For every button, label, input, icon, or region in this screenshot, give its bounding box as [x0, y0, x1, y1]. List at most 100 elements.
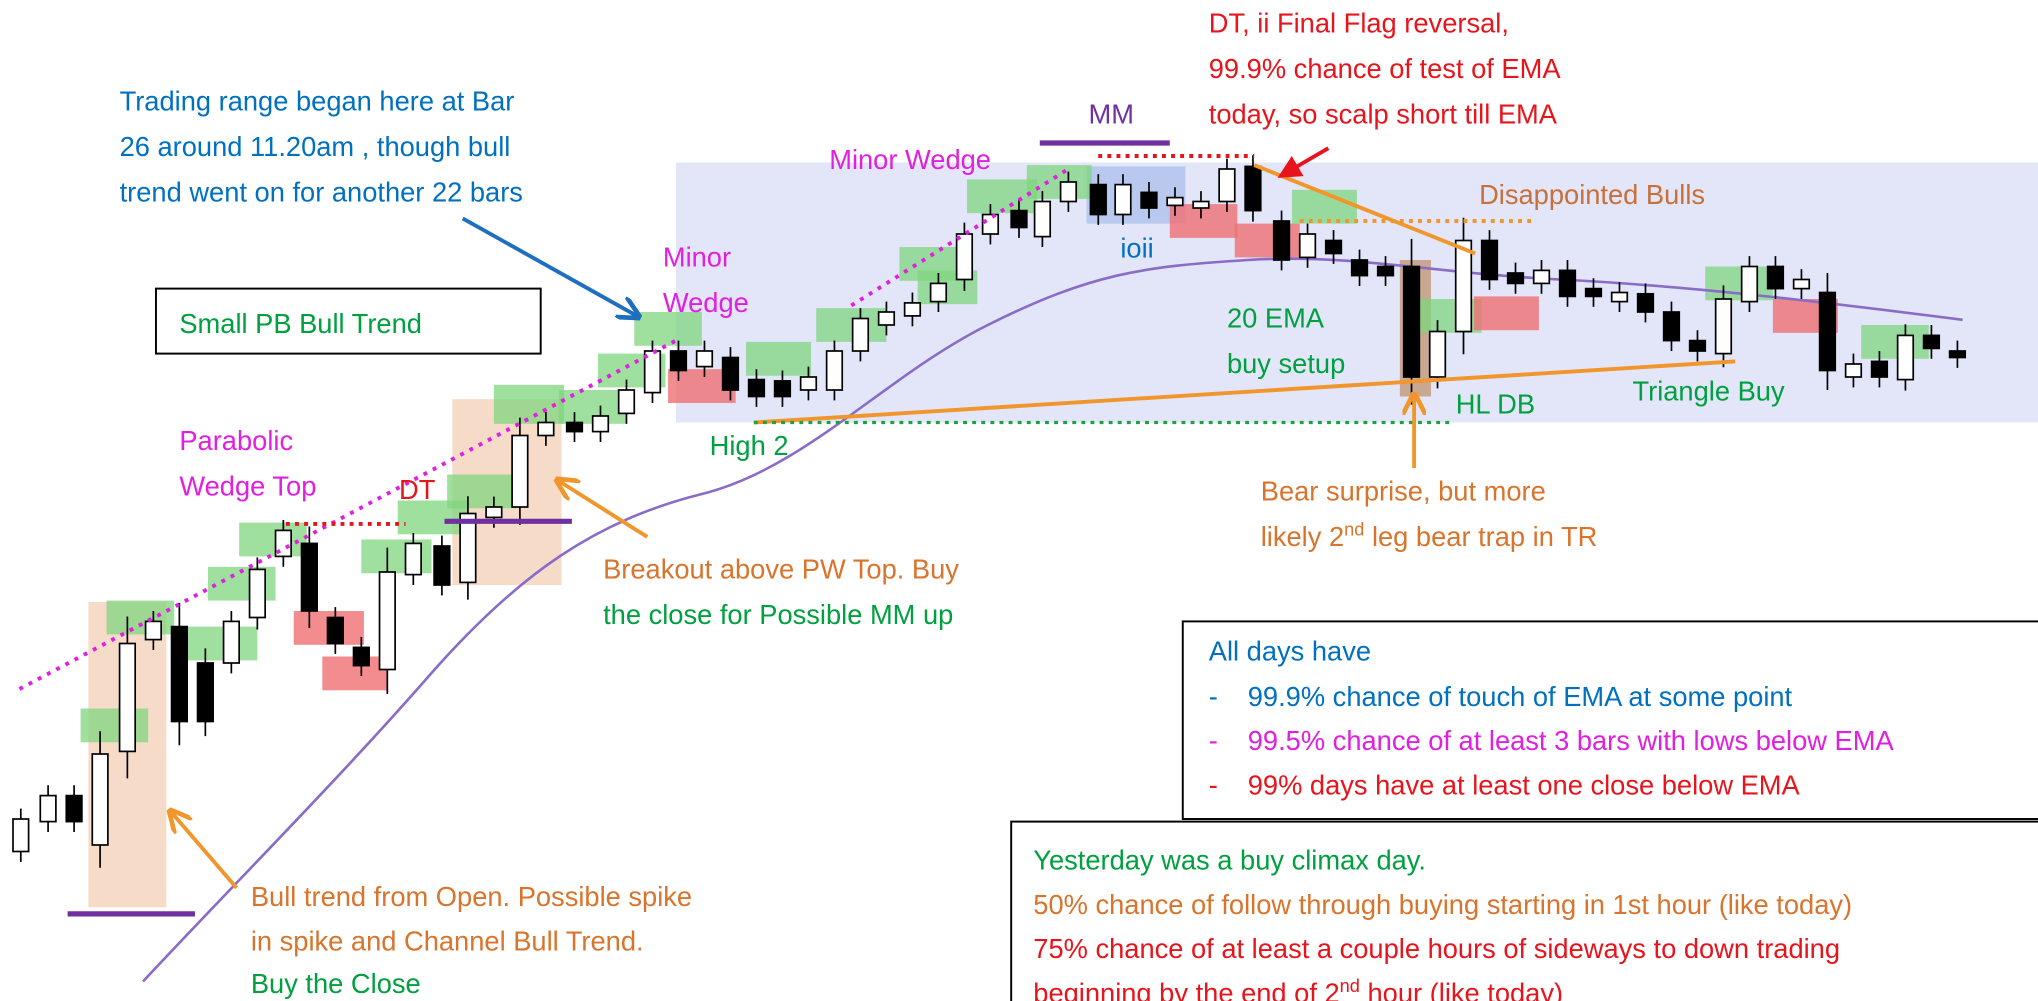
- bullet: -: [1209, 725, 1218, 756]
- candle-body: [1688, 339, 1707, 352]
- highlight: [967, 179, 1038, 214]
- candle-body: [695, 350, 714, 368]
- candle-body: [1089, 183, 1107, 216]
- line: beginning by the end of 2nd hour (like t…: [1033, 976, 1563, 1001]
- note: Breakout above PW Top. Buy: [603, 553, 959, 584]
- box: [1010, 820, 2038, 1001]
- line: 50% chance of follow through buying star…: [1033, 889, 1852, 920]
- note: Bear surprise, but more: [1261, 475, 1546, 506]
- candle-body: [1662, 311, 1681, 342]
- candle-body: [1376, 265, 1395, 277]
- note: High 2: [710, 430, 789, 461]
- candle-body: [1244, 165, 1262, 212]
- candle-body: [799, 376, 818, 391]
- note: Trading range began here at Bar: [120, 85, 515, 116]
- highlight: [1169, 204, 1238, 238]
- note: Minor Wedge: [829, 144, 991, 175]
- trend-lines: [18, 140, 1736, 917]
- note: the close for Possible MM up: [603, 599, 953, 630]
- candle-body: [1714, 298, 1733, 355]
- candle-body: [1766, 265, 1785, 290]
- candle-body: [144, 620, 163, 641]
- candle-body: [1896, 334, 1915, 381]
- candle-body: [721, 356, 740, 391]
- candle-body: [326, 616, 344, 645]
- candle-body: [669, 350, 688, 372]
- note: 99.9% chance of test of EMA: [1209, 53, 1562, 84]
- arrow: [172, 813, 239, 890]
- note: Wedge Top: [179, 470, 316, 501]
- candle-body: [1948, 350, 1967, 359]
- bullet: -: [1209, 769, 1218, 800]
- note: 20 EMA: [1227, 303, 1325, 334]
- candle-body: [747, 378, 766, 398]
- note: Triangle Buy: [1632, 375, 1784, 406]
- note: Bull trend from Open. Possible spike: [251, 881, 692, 912]
- candle-body: [170, 625, 189, 723]
- text-part: leg bear trap in TR: [1364, 521, 1597, 552]
- candle-body: [1114, 183, 1132, 216]
- highlight: [1291, 189, 1357, 224]
- annotations: Trading range began here at Bar 26 aroun…: [120, 7, 1785, 999]
- candle-body: [565, 421, 584, 433]
- candle-body: [929, 282, 948, 303]
- candle-body: [1818, 291, 1837, 372]
- highlight: [80, 708, 149, 743]
- text-part: beginning by the end of 2: [1033, 977, 1339, 1001]
- note: in spike and Channel Bull Trend.: [251, 925, 644, 956]
- note: DT: [399, 474, 436, 505]
- candle-body: [851, 317, 870, 352]
- candle-body: [1480, 239, 1499, 281]
- candle-body: [404, 542, 422, 576]
- candle-body: [1166, 196, 1184, 207]
- highlight: [1861, 325, 1929, 359]
- candle-body: [1402, 265, 1421, 378]
- candle-body: [65, 794, 83, 823]
- candle-body: [825, 350, 844, 391]
- item: 99% days have at least one close below E…: [1248, 769, 1801, 800]
- candle-body: [1140, 191, 1158, 209]
- candle-body: [39, 794, 57, 823]
- candle-body: [1010, 209, 1028, 229]
- candle-body: [1532, 269, 1551, 285]
- candle-body: [1636, 292, 1655, 313]
- candle-body: [1844, 363, 1863, 378]
- candle-body: [1059, 181, 1078, 203]
- candle-body: [877, 311, 896, 326]
- candle-body: [485, 506, 503, 519]
- climax-box: Yesterday was a buy climax day. 50% chan…: [1010, 820, 2038, 1001]
- superscript: nd: [1340, 976, 1360, 996]
- highlight: [239, 522, 307, 557]
- note: trend went on for another 22 bars: [120, 176, 523, 207]
- candle-body: [1792, 278, 1811, 290]
- candle-body: [378, 571, 396, 671]
- candle-body: [537, 421, 555, 437]
- candle-body: [433, 545, 451, 586]
- candle-body: [903, 302, 922, 317]
- candle-body: [981, 213, 1000, 235]
- arrow: [559, 481, 649, 539]
- triangle-line: [753, 359, 1736, 425]
- candle-body: [12, 818, 30, 853]
- bullet: -: [1209, 681, 1218, 712]
- candle-body: [118, 642, 137, 753]
- candle-body: [1506, 272, 1525, 285]
- line: 75% chance of at least a couple hours of…: [1033, 933, 1840, 964]
- note: likely 2nd leg bear trap in TR: [1261, 520, 1598, 552]
- highlight: [1473, 296, 1539, 331]
- candle-body: [1922, 334, 1941, 350]
- note: today, so scalp short till EMA: [1209, 98, 1558, 129]
- highlight: [634, 312, 702, 346]
- candle-body: [459, 512, 477, 584]
- candle-body: [1192, 200, 1210, 209]
- highlight: [816, 308, 887, 342]
- item: 99.9% chance of touch of EMA at some poi…: [1248, 681, 1793, 712]
- candle-body: [773, 380, 792, 398]
- candle-body: [955, 233, 974, 281]
- candle-body: [1350, 259, 1369, 277]
- note: DT, ii Final Flag reversal,: [1209, 7, 1509, 38]
- arrow: [1277, 146, 1330, 178]
- note: Parabolic: [179, 425, 293, 456]
- candles: [12, 155, 1967, 868]
- candle-body: [300, 542, 318, 612]
